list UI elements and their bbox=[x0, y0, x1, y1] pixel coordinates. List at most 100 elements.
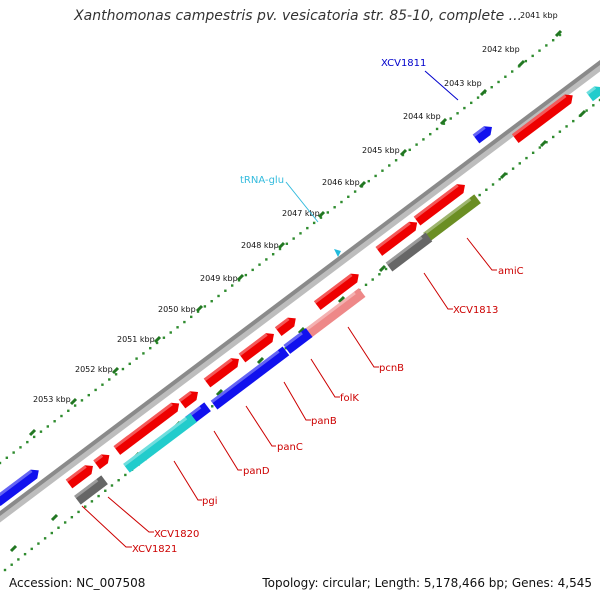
major-tick bbox=[554, 29, 563, 38]
kbp-label: 2053 kbp bbox=[33, 395, 71, 404]
gene-label-folk[interactable]: folK bbox=[340, 393, 359, 404]
gene-arrow bbox=[210, 346, 290, 410]
major-tick bbox=[578, 109, 587, 118]
scale-dot bbox=[449, 117, 452, 120]
gene-label-panc[interactable]: panC bbox=[277, 442, 303, 453]
gene-arrow bbox=[472, 126, 492, 144]
scale-dot bbox=[12, 451, 15, 454]
scale-dot bbox=[381, 169, 384, 172]
kbp-label: 2045 kbp bbox=[362, 146, 400, 155]
gene-arrow bbox=[65, 465, 93, 489]
gene-label-leaders bbox=[81, 70, 497, 548]
scale-dot bbox=[340, 200, 343, 204]
leader-line bbox=[310, 358, 340, 398]
scale-dot bbox=[470, 101, 473, 105]
scale-dot bbox=[57, 526, 60, 529]
major-tick bbox=[256, 356, 265, 365]
scale-dot bbox=[384, 267, 388, 271]
major-tick bbox=[499, 171, 508, 180]
scale-dot bbox=[367, 179, 370, 183]
major-tick bbox=[337, 295, 346, 304]
scale-dot bbox=[53, 420, 56, 423]
gene-label-panb[interactable]: panB bbox=[311, 416, 337, 427]
scale-dot bbox=[3, 568, 7, 572]
gene-label-amic[interactable]: amiC bbox=[498, 266, 524, 277]
kbp-scale-labels: 2041 kbp 2042 kbp 2043 kbp 2044 kbp 2045 kbp… bbox=[9, 11, 587, 553]
major-tick bbox=[111, 366, 120, 375]
scale-dot bbox=[333, 206, 336, 209]
gene-label-xcv1813[interactable]: XCV1813 bbox=[453, 305, 498, 316]
scale-dot bbox=[124, 473, 127, 477]
scale-dot bbox=[32, 435, 36, 439]
gene-arrow bbox=[586, 86, 600, 102]
major-tick bbox=[69, 397, 78, 406]
scale-dot bbox=[135, 357, 138, 360]
scale-dot bbox=[224, 289, 227, 292]
gene-label-pcnb[interactable]: pcnB bbox=[379, 363, 404, 374]
scale-dot bbox=[299, 232, 302, 235]
scale-dot bbox=[67, 409, 70, 413]
major-tick bbox=[277, 241, 286, 250]
leader-line bbox=[213, 430, 242, 471]
trna-mark bbox=[334, 249, 341, 257]
scale-dot bbox=[429, 132, 432, 136]
scale-dot bbox=[353, 190, 357, 193]
scale-dot bbox=[258, 263, 261, 266]
scale-dot bbox=[0, 461, 2, 465]
scale-dot bbox=[104, 489, 107, 492]
gene-label-xcv1821[interactable]: XCV1821 bbox=[132, 544, 177, 555]
backbone bbox=[0, 60, 600, 516]
scale-dot bbox=[149, 346, 152, 350]
leader-line bbox=[245, 405, 276, 447]
gene-arrow bbox=[203, 358, 239, 388]
scale-dot bbox=[19, 446, 22, 449]
kbp-label: 2049 kbp bbox=[200, 274, 238, 283]
scale-dot bbox=[538, 49, 541, 52]
scale-dot bbox=[538, 146, 542, 149]
scale-dot bbox=[30, 547, 33, 551]
leader-line bbox=[283, 381, 311, 421]
major-tick bbox=[50, 513, 59, 522]
gene-label-xcv1820[interactable]: XCV1820 bbox=[154, 529, 199, 540]
scale-dot bbox=[442, 122, 446, 125]
scale-dot bbox=[176, 326, 179, 329]
scale-dot bbox=[592, 104, 595, 107]
scale-dot bbox=[17, 558, 20, 561]
scale-dot bbox=[50, 531, 53, 535]
scale-dot bbox=[265, 258, 268, 261]
scale-dot bbox=[108, 378, 111, 381]
scale-dot bbox=[371, 278, 374, 281]
scale-dot bbox=[504, 75, 507, 78]
gene-label-trna-glu[interactable]: tRNA-glu bbox=[240, 175, 284, 186]
gene-label-xcv1811[interactable]: XCV1811 bbox=[381, 58, 426, 69]
leader-line bbox=[424, 70, 459, 101]
scale-dot bbox=[347, 195, 350, 199]
scale-dot bbox=[10, 563, 13, 566]
gene-arrow bbox=[511, 94, 573, 144]
scale-dot bbox=[23, 552, 27, 556]
gene-arrow bbox=[113, 402, 180, 455]
scale-dot bbox=[558, 130, 562, 133]
scale-dot bbox=[490, 85, 493, 89]
gene-label-pand[interactable]: panD bbox=[243, 466, 270, 477]
scale-dot bbox=[511, 167, 515, 170]
scale-dot bbox=[497, 80, 500, 84]
backbone-shadow bbox=[0, 61, 600, 523]
scale-dot bbox=[388, 164, 391, 167]
gene-arrow bbox=[313, 273, 359, 311]
gene-arrow bbox=[178, 391, 198, 409]
scale-dot bbox=[26, 440, 29, 444]
scale-dot bbox=[190, 315, 193, 319]
accession-text: Accession: NC_007508 bbox=[9, 576, 146, 590]
scale-dot bbox=[498, 178, 501, 181]
kbp-label: 2051 kbp bbox=[117, 335, 155, 344]
gene-label-pgi[interactable]: pgi bbox=[202, 496, 217, 507]
major-tick bbox=[439, 117, 448, 126]
kbp-label: 2048 kbp bbox=[241, 241, 279, 250]
major-tick bbox=[297, 326, 306, 335]
scale-dot bbox=[485, 188, 488, 191]
scale-dot bbox=[585, 109, 588, 112]
topology-summary: Topology: circular; Length: 5,178,466 bp… bbox=[262, 576, 592, 590]
scale-dot bbox=[230, 284, 234, 287]
